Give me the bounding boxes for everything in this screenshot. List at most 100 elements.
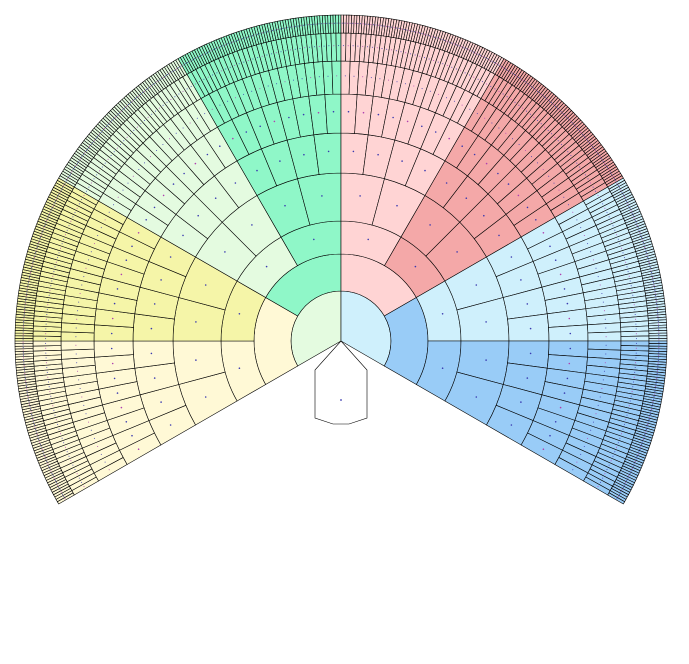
ancestor-cell-gen8[interactable] [335,32,342,62]
ancestor-marker [568,362,571,365]
ancestor-marker [619,493,620,495]
ancestor-marker [108,469,110,471]
ancestor-marker [66,229,68,231]
ancestor-marker [576,219,578,221]
ancestor-marker [51,400,53,402]
ancestor-marker [604,162,606,164]
ancestor-marker [58,252,60,254]
ancestor-marker [528,84,530,86]
ancestor-marker [626,266,628,268]
ancestor-marker [45,357,47,359]
ancestor-cell-gen7[interactable] [587,331,622,342]
ancestor-marker [510,256,513,258]
ancestor-marker [626,479,628,481]
ancestor-marker [587,437,589,439]
ancestor-cell-gen8[interactable] [32,335,62,342]
ancestor-marker [238,63,240,65]
ancestor-marker [162,104,164,106]
ancestor-marker [182,234,184,237]
ancestor-marker [150,352,153,355]
ancestor-marker [608,169,610,171]
ancestor-cell-gen9[interactable] [338,14,342,34]
ancestor-marker [554,421,557,423]
ancestor-marker [282,28,284,29]
ancestor-cell-gen6[interactable] [548,324,589,342]
ancestor-marker [237,39,239,41]
ancestor-cell-gen9[interactable] [648,338,668,342]
ancestor-cell-gen8[interactable] [620,335,650,342]
ancestor-marker [465,48,467,50]
ancestor-cell-gen7[interactable] [340,60,351,95]
ancestor-marker [629,280,631,282]
ancestor-cell-gen9[interactable] [14,340,34,344]
ancestor-marker [516,75,517,77]
ancestor-marker [598,154,600,156]
ancestor-marker [31,264,33,266]
ancestor-cell-gen8[interactable] [620,340,650,347]
ancestor-marker [656,305,658,307]
ancestor-marker [275,52,277,54]
ancestor-marker [339,22,341,24]
ancestor-cell-gen6[interactable] [324,93,342,134]
ancestor-cell-gen7[interactable] [331,60,342,95]
ancestor-marker [79,293,81,294]
ancestor-cell-gen6[interactable] [93,340,134,358]
ancestor-marker [644,434,646,435]
ancestor-cell-gen7[interactable] [60,348,95,360]
ancestor-cell-gen8[interactable] [340,32,347,62]
ancestor-cell-gen8[interactable] [330,32,337,62]
ancestor-marker [473,153,476,156]
ancestor-marker [45,352,47,354]
ancestor-marker [68,176,70,177]
ancestor-cell-gen8[interactable] [32,340,62,347]
ancestor-marker [170,99,172,100]
ancestor-marker [647,257,649,258]
ancestor-marker [654,292,656,294]
ancestor-cell-gen7[interactable] [587,340,622,351]
ancestor-cell-gen8[interactable] [620,330,650,337]
ancestor-marker [140,123,142,125]
ancestor-marker [82,154,84,156]
ancestor-marker [261,55,263,57]
ancestor-marker [657,313,659,315]
ancestor-marker [441,313,444,315]
ancestor-cell-gen7[interactable] [322,60,334,95]
ancestor-marker [564,147,566,149]
ancestor-marker [400,51,402,53]
ancestor-marker [216,72,218,74]
ancestor-marker [602,477,604,479]
ancestor-marker [327,75,329,77]
root-person-box[interactable] [314,340,368,425]
ancestor-marker [621,247,622,249]
ancestor-marker [113,377,116,380]
ancestor-marker [445,182,448,184]
ancestor-marker [657,362,659,364]
ancestor-marker [638,451,640,453]
ancestor-marker [111,317,114,320]
ancestor-marker [446,97,447,99]
ancestor-marker [656,373,658,374]
ancestor-marker [284,81,286,83]
ancestor-marker [239,39,241,41]
ancestor-marker [416,31,418,33]
ancestor-cell-gen7[interactable] [60,340,95,351]
ancestor-marker [559,273,562,276]
ancestor-cell-gen7[interactable] [587,322,622,334]
ancestor-marker [234,182,237,184]
ancestor-marker [43,227,45,229]
ancestor-marker [583,135,585,137]
ancestor-marker [24,373,26,374]
ancestor-marker [603,370,605,372]
ancestor-cell-gen8[interactable] [32,345,62,352]
ancestor-cell-gen9[interactable] [607,492,626,505]
ancestor-marker [490,85,492,87]
ancestor-marker [632,294,634,296]
ancestor-marker [623,484,625,486]
ancestor-marker [625,482,626,484]
ancestor-marker [75,165,77,166]
ancestor-marker [35,252,37,253]
ancestor-marker [637,453,639,455]
ancestor-cell-gen7[interactable] [60,331,95,342]
ancestor-marker [643,244,645,246]
ancestor-marker [485,321,487,323]
